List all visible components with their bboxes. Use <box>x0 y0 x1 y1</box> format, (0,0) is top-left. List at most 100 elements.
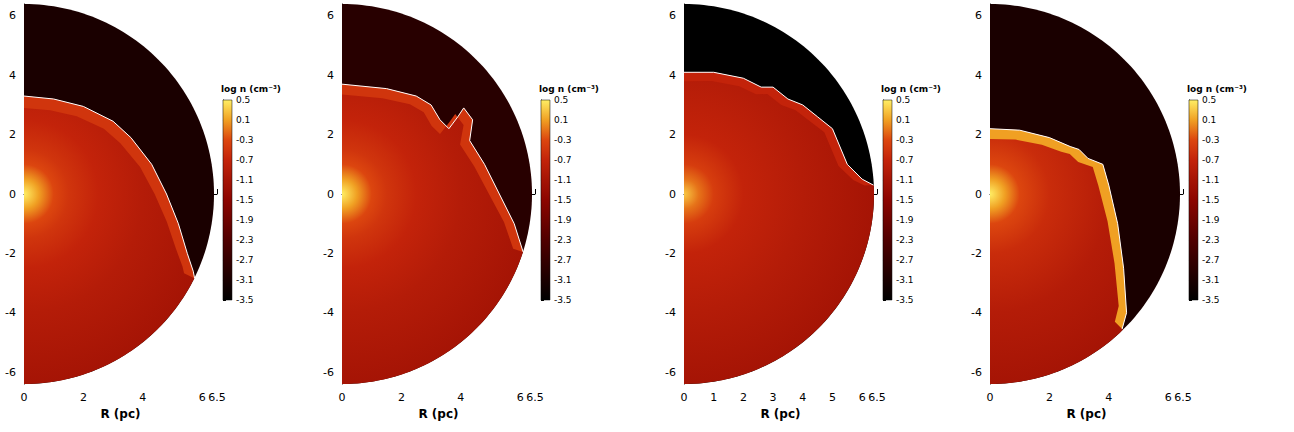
svg-text:-0.7: -0.7 <box>236 155 254 165</box>
svg-text:-2: -2 <box>323 247 334 260</box>
svg-text:3: 3 <box>770 391 777 404</box>
svg-text:-4: -4 <box>5 306 16 319</box>
svg-text:-1.1: -1.1 <box>554 175 572 185</box>
svg-text:R (pc): R (pc) <box>100 407 140 421</box>
svg-text:-1.1: -1.1 <box>236 175 254 185</box>
svg-text:6: 6 <box>517 391 524 404</box>
svg-text:4: 4 <box>9 69 16 82</box>
svg-text:4: 4 <box>975 69 982 82</box>
svg-text:-1.9: -1.9 <box>1202 215 1220 225</box>
svg-text:-0.3: -0.3 <box>896 135 914 145</box>
svg-text:log n (cm⁻³): log n (cm⁻³) <box>1187 84 1247 94</box>
svg-text:4: 4 <box>457 391 464 404</box>
svg-text:-2.7: -2.7 <box>236 255 254 265</box>
svg-text:6: 6 <box>669 9 676 22</box>
svg-text:log n (cm⁻³): log n (cm⁻³) <box>221 84 281 94</box>
svg-text:-2.7: -2.7 <box>554 255 572 265</box>
svg-text:6.5: 6.5 <box>208 391 226 404</box>
svg-text:log n (cm⁻³): log n (cm⁻³) <box>881 84 941 94</box>
svg-text:-2.7: -2.7 <box>896 255 914 265</box>
svg-text:-4: -4 <box>971 306 982 319</box>
svg-text:6: 6 <box>1165 391 1172 404</box>
svg-text:0.5: 0.5 <box>554 95 568 105</box>
svg-text:2: 2 <box>669 128 676 141</box>
svg-text:-2: -2 <box>971 247 982 260</box>
svg-text:R (pc): R (pc) <box>760 407 800 421</box>
svg-text:-3.1: -3.1 <box>896 275 914 285</box>
svg-text:4: 4 <box>669 69 676 82</box>
svg-text:-2: -2 <box>665 247 676 260</box>
svg-text:0.5: 0.5 <box>896 95 910 105</box>
svg-text:6: 6 <box>327 9 334 22</box>
svg-text:4: 4 <box>327 69 334 82</box>
svg-text:2: 2 <box>398 391 405 404</box>
svg-text:-1.5: -1.5 <box>236 195 254 205</box>
svg-text:-0.7: -0.7 <box>896 155 914 165</box>
svg-text:0.1: 0.1 <box>554 115 568 125</box>
svg-text:-2.3: -2.3 <box>1202 235 1220 245</box>
svg-text:-2.7: -2.7 <box>1202 255 1220 265</box>
svg-text:0: 0 <box>9 188 16 201</box>
svg-text:0.1: 0.1 <box>896 115 910 125</box>
svg-text:4: 4 <box>1105 391 1112 404</box>
svg-text:5: 5 <box>829 391 836 404</box>
svg-text:0: 0 <box>975 188 982 201</box>
svg-text:-6: -6 <box>665 366 676 379</box>
svg-text:-0.3: -0.3 <box>236 135 254 145</box>
svg-text:-3.1: -3.1 <box>1202 275 1220 285</box>
svg-text:6: 6 <box>975 9 982 22</box>
svg-text:-0.7: -0.7 <box>554 155 572 165</box>
svg-text:6.5: 6.5 <box>1174 391 1192 404</box>
svg-text:-0.7: -0.7 <box>1202 155 1220 165</box>
svg-text:0: 0 <box>681 391 688 404</box>
svg-text:-0.3: -0.3 <box>1202 135 1220 145</box>
svg-text:-1.5: -1.5 <box>896 195 914 205</box>
svg-text:0: 0 <box>21 391 28 404</box>
svg-text:0: 0 <box>669 188 676 201</box>
svg-text:-4: -4 <box>665 306 676 319</box>
svg-text:6: 6 <box>9 9 16 22</box>
svg-text:-2.3: -2.3 <box>554 235 572 245</box>
svg-text:4: 4 <box>139 391 146 404</box>
svg-text:-3.1: -3.1 <box>554 275 572 285</box>
svg-text:-6: -6 <box>971 366 982 379</box>
svg-text:-1.9: -1.9 <box>236 215 254 225</box>
svg-text:0: 0 <box>987 391 994 404</box>
svg-text:-4: -4 <box>323 306 334 319</box>
svg-text:0: 0 <box>327 188 334 201</box>
svg-text:6.5: 6.5 <box>526 391 544 404</box>
svg-text:6.5: 6.5 <box>868 391 886 404</box>
svg-text:-2: -2 <box>5 247 16 260</box>
svg-text:-6: -6 <box>5 366 16 379</box>
svg-text:-6: -6 <box>323 366 334 379</box>
svg-text:-1.9: -1.9 <box>896 215 914 225</box>
svg-text:0: 0 <box>339 391 346 404</box>
svg-text:0.5: 0.5 <box>236 95 250 105</box>
svg-text:-3.5: -3.5 <box>236 295 254 305</box>
svg-text:-3.5: -3.5 <box>896 295 914 305</box>
svg-text:2: 2 <box>9 128 16 141</box>
svg-text:R (pc): R (pc) <box>418 407 458 421</box>
svg-text:4: 4 <box>799 391 806 404</box>
svg-text:-3.1: -3.1 <box>236 275 254 285</box>
svg-text:2: 2 <box>1046 391 1053 404</box>
svg-text:0.1: 0.1 <box>1202 115 1216 125</box>
svg-text:2: 2 <box>80 391 87 404</box>
svg-text:log n (cm⁻³): log n (cm⁻³) <box>539 84 599 94</box>
svg-text:6: 6 <box>859 391 866 404</box>
svg-text:0.1: 0.1 <box>236 115 250 125</box>
svg-text:-1.1: -1.1 <box>896 175 914 185</box>
svg-text:-1.1: -1.1 <box>1202 175 1220 185</box>
svg-text:-1.9: -1.9 <box>554 215 572 225</box>
svg-text:-2.3: -2.3 <box>896 235 914 245</box>
svg-text:-1.5: -1.5 <box>1202 195 1220 205</box>
svg-text:-2.3: -2.3 <box>236 235 254 245</box>
svg-text:2: 2 <box>740 391 747 404</box>
svg-text:2: 2 <box>975 128 982 141</box>
svg-text:-3.5: -3.5 <box>554 295 572 305</box>
svg-text:0.5: 0.5 <box>1202 95 1216 105</box>
svg-text:2: 2 <box>327 128 334 141</box>
svg-text:-0.3: -0.3 <box>554 135 572 145</box>
svg-text:R (pc): R (pc) <box>1066 407 1106 421</box>
svg-text:1: 1 <box>710 391 717 404</box>
